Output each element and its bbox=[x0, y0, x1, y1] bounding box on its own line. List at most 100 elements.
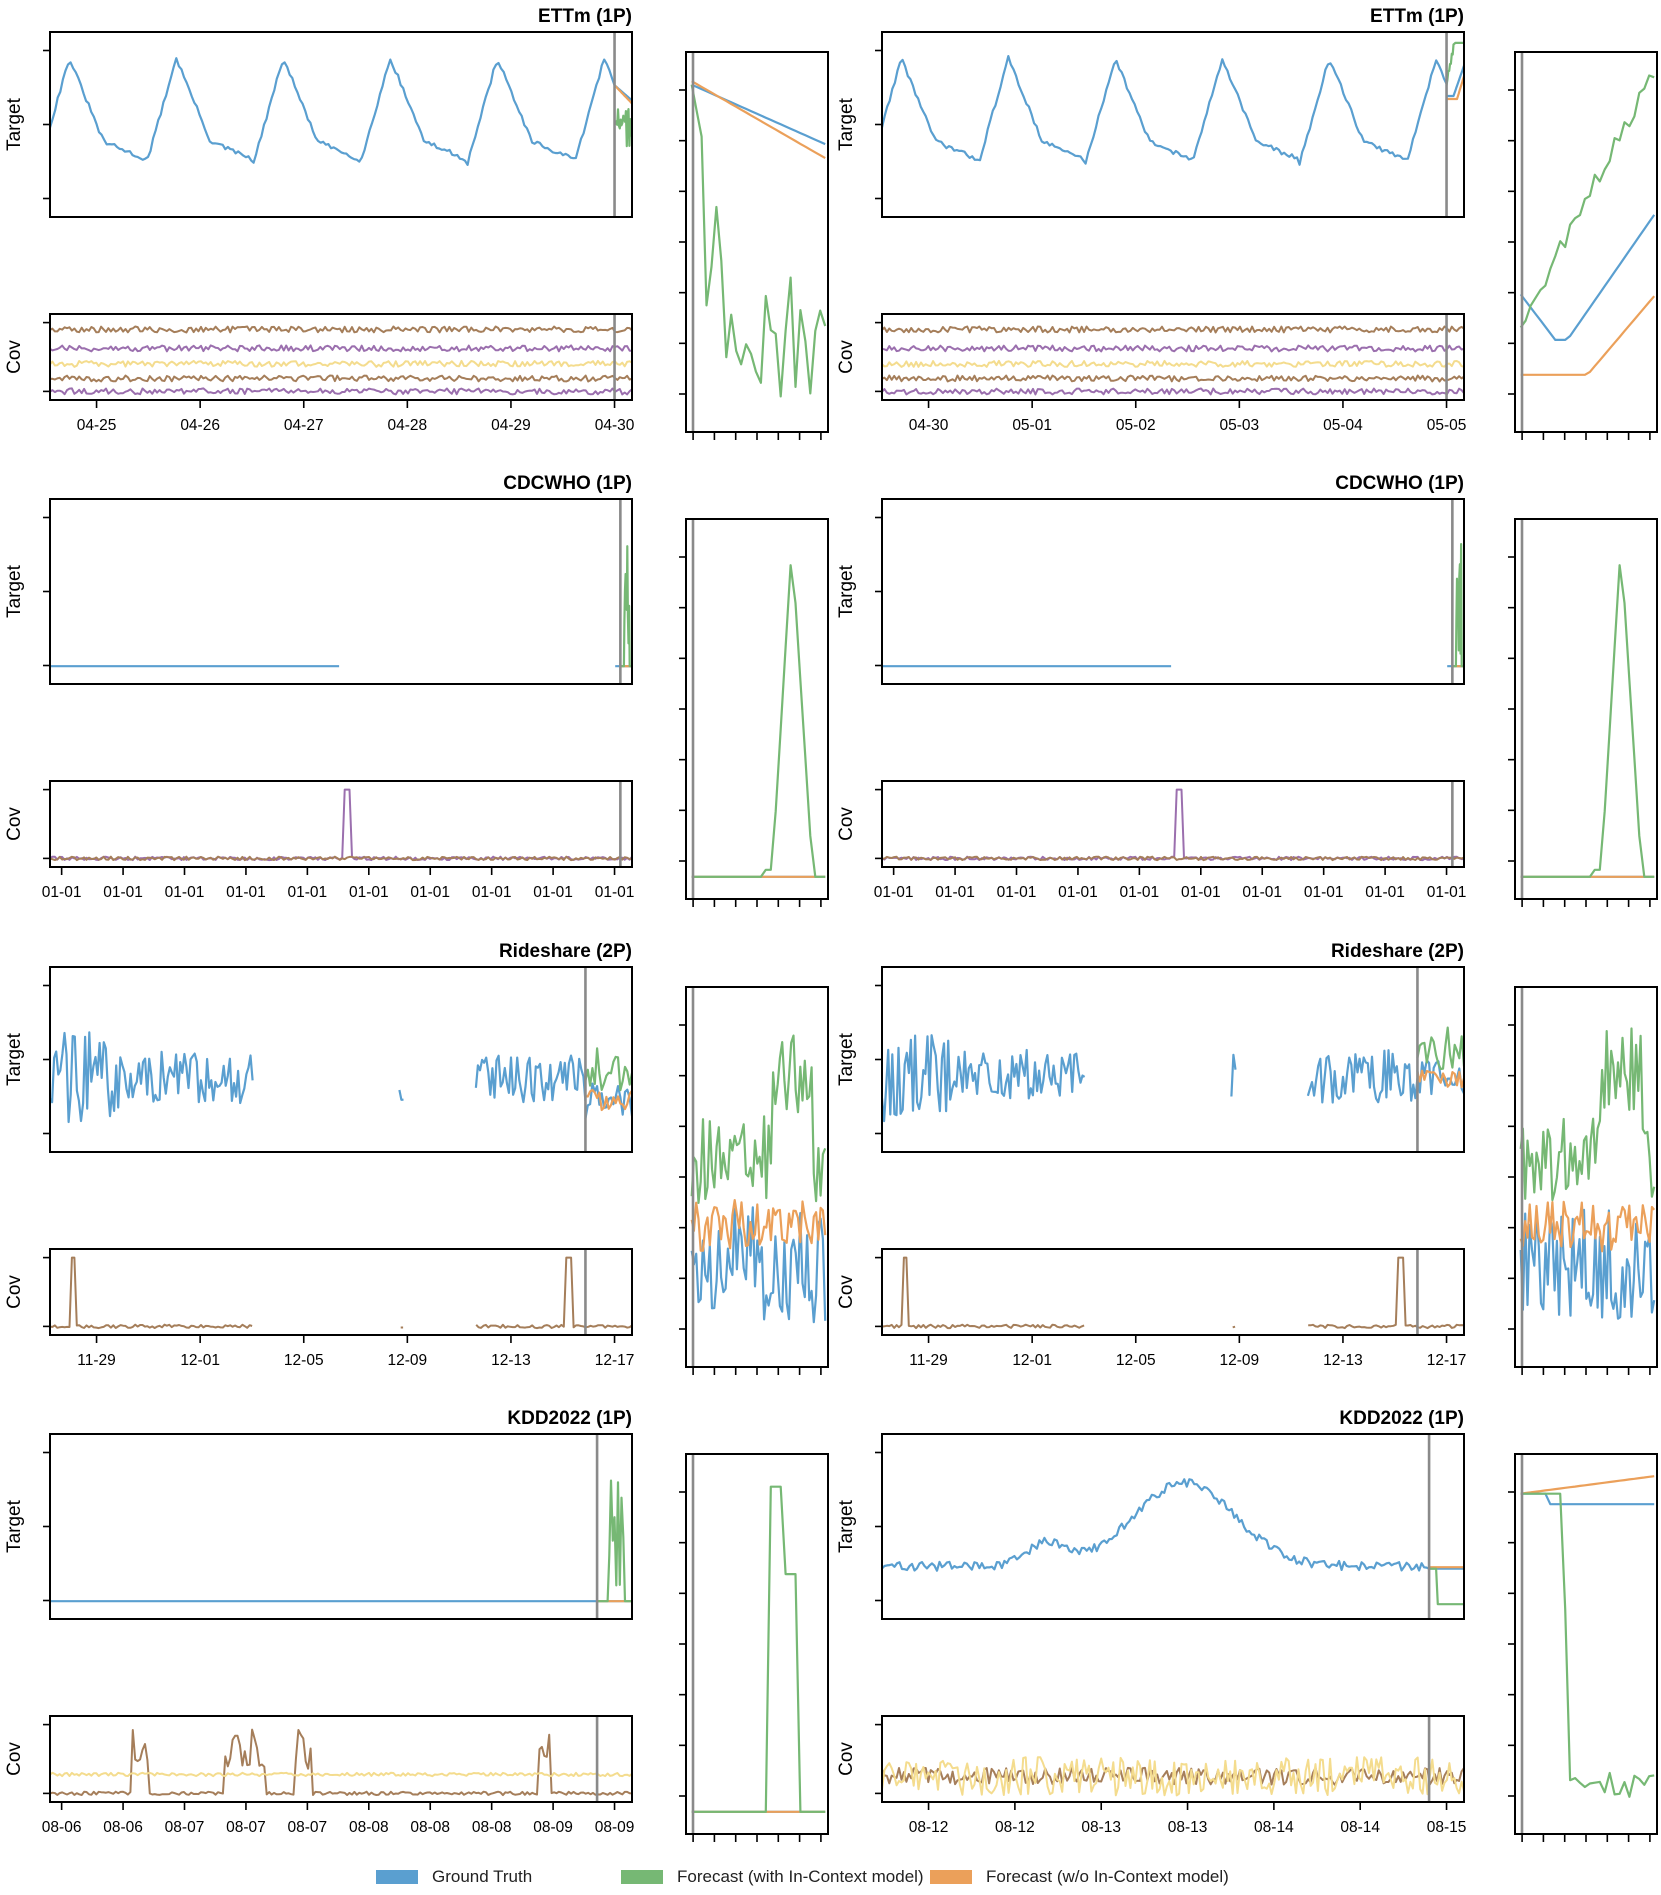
covariate-line-brown bbox=[882, 855, 1464, 862]
zoom-forecast-without-context-line bbox=[1519, 1200, 1656, 1253]
chart-kdd2022-1p--left: KDD2022 (1P) Target Cov bbox=[4, 1408, 632, 1776]
x-tick-label: 08-09 bbox=[595, 1819, 635, 1836]
ground-truth-forecast-segment bbox=[1446, 65, 1464, 98]
covariate-line-brown bbox=[50, 374, 632, 383]
chart-ettm-1p--right: ETTm (1P) Target Cov bbox=[836, 6, 1464, 374]
covariate-line-brown bbox=[882, 374, 1464, 383]
x-tick-label: 05-01 bbox=[1012, 417, 1052, 434]
chart-cdcwho-1p--left: CDCWHO (1P) Target Cov bbox=[4, 473, 632, 841]
zoom-forecast-with-context-line bbox=[691, 1485, 826, 1813]
cov-panel-frame bbox=[881, 780, 1465, 868]
x-tick-label: 08-12 bbox=[995, 1819, 1035, 1836]
x-tick-label: 12-13 bbox=[1323, 1352, 1363, 1369]
x-tick-label: 01-01 bbox=[1120, 884, 1160, 901]
forecast-with-context-line bbox=[1416, 1026, 1464, 1071]
x-tick-label: 04-30 bbox=[595, 417, 635, 434]
x-tick-label: 08-12 bbox=[909, 1819, 949, 1836]
x-tick-label: 12-01 bbox=[1012, 1352, 1052, 1369]
ground-truth-line bbox=[882, 55, 1448, 166]
target-panel-frame bbox=[881, 31, 1465, 218]
cov-axis-label: Cov bbox=[4, 340, 25, 374]
cov-axis-label: Cov bbox=[4, 1275, 25, 1309]
covariate-line-purple bbox=[882, 387, 1464, 396]
x-tick-label: 01-01 bbox=[997, 884, 1037, 901]
cov-axis-label: Cov bbox=[836, 1275, 857, 1309]
covariate-line-brown bbox=[50, 1728, 632, 1797]
chart-title: KDD2022 (1P) bbox=[1339, 1408, 1464, 1429]
legend-swatch-ground-truth bbox=[376, 1870, 418, 1884]
cov-axis-label: Cov bbox=[4, 807, 25, 841]
covariate-line-brown bbox=[50, 1256, 632, 1330]
chart-title: Rideshare (2P) bbox=[499, 941, 632, 962]
forecast-with-context-line bbox=[613, 108, 632, 148]
zoom-panel-frame bbox=[685, 1453, 829, 1835]
x-tick-label: 01-01 bbox=[595, 884, 635, 901]
forecast-with-context-line bbox=[619, 545, 632, 668]
x-tick-label: 12-05 bbox=[1116, 1352, 1156, 1369]
target-axis-label: Target bbox=[4, 97, 25, 151]
x-tick-label: 08-13 bbox=[1168, 1819, 1208, 1836]
x-tick-label: 01-01 bbox=[1058, 884, 1098, 901]
x-tick-label: 05-02 bbox=[1116, 417, 1156, 434]
zoom-ground-truth-line bbox=[690, 1206, 827, 1324]
cov-axis-label: Cov bbox=[836, 1742, 857, 1776]
x-tick-label: 08-06 bbox=[42, 1819, 82, 1836]
forecast-without-context-line bbox=[613, 84, 632, 105]
forecast-without-context-line bbox=[585, 1088, 632, 1112]
target-axis-label: Target bbox=[4, 1499, 25, 1553]
covariate-line-purple bbox=[882, 788, 1464, 862]
covariate-line-brown bbox=[882, 325, 1464, 334]
legend-label-forecast-without-context: Forecast (w/o In-Context model) bbox=[986, 1867, 1229, 1886]
x-tick-label: 08-14 bbox=[1340, 1819, 1380, 1836]
zoom-forecast-with-context-line bbox=[1519, 74, 1655, 329]
legend: Ground Truth Forecast (with In-Context m… bbox=[0, 1864, 1661, 1892]
forecast-with-context-line bbox=[1445, 41, 1464, 86]
cov-panel-frame bbox=[881, 1248, 1465, 1336]
target-panel-frame bbox=[49, 31, 633, 218]
cov-axis-label: Cov bbox=[4, 1742, 25, 1776]
ground-truth-line bbox=[50, 1031, 587, 1124]
x-tick-label: 04-28 bbox=[388, 417, 428, 434]
zoom-forecast-without-context-line bbox=[1520, 295, 1656, 376]
chart-ettm-1p--left: ETTm (1P) Target Cov bbox=[4, 6, 632, 374]
x-tick-label: 01-01 bbox=[533, 884, 573, 901]
legend-item-ground-truth: Ground Truth bbox=[376, 1866, 532, 1888]
target-panel-frame bbox=[49, 498, 633, 685]
x-tick-label: 01-01 bbox=[1365, 884, 1405, 901]
x-tick-label: 01-01 bbox=[410, 884, 450, 901]
forecast-with-context-line bbox=[1429, 1567, 1464, 1606]
zoom-forecast-with-context-line bbox=[1520, 1492, 1655, 1798]
x-tick-label: 01-01 bbox=[1181, 884, 1221, 901]
x-tick-label: 05-05 bbox=[1427, 417, 1467, 434]
forecast-with-context-line bbox=[597, 1479, 632, 1603]
forecast-without-context-line bbox=[1416, 1069, 1464, 1089]
chart-title: CDCWHO (1P) bbox=[503, 473, 632, 494]
x-tick-label: 01-01 bbox=[935, 884, 975, 901]
target-axis-label: Target bbox=[4, 1032, 25, 1086]
chart-title: Rideshare (2P) bbox=[1331, 941, 1464, 962]
target-panel-frame bbox=[881, 966, 1465, 1153]
legend-item-forecast-without-context: Forecast (w/o In-Context model) bbox=[930, 1866, 1229, 1888]
x-tick-label: 01-01 bbox=[1242, 884, 1282, 901]
x-tick-label: 11-29 bbox=[77, 1352, 116, 1369]
x-tick-label: 12-09 bbox=[1220, 1352, 1260, 1369]
x-tick-label: 01-01 bbox=[226, 884, 266, 901]
covariate-line-purple bbox=[50, 344, 632, 353]
zoom-forecast-without-context-line bbox=[690, 1199, 827, 1252]
legend-label-forecast-with-context: Forecast (with In-Context model) bbox=[677, 1867, 924, 1886]
chart-title: KDD2022 (1P) bbox=[507, 1408, 632, 1429]
cov-axis-label: Cov bbox=[836, 340, 857, 374]
chart-title: ETTm (1P) bbox=[538, 6, 632, 27]
x-tick-label: 08-09 bbox=[533, 1819, 573, 1836]
x-tick-label: 08-15 bbox=[1427, 1819, 1467, 1836]
zoom-forecast-without-context-line bbox=[691, 80, 826, 160]
x-tick-label: 12-09 bbox=[388, 1352, 428, 1369]
x-tick-label: 04-25 bbox=[77, 417, 117, 434]
x-tick-label: 08-08 bbox=[349, 1819, 389, 1836]
zoom-forecast-with-context-line bbox=[690, 1034, 827, 1204]
x-tick-label: 01-01 bbox=[165, 884, 205, 901]
forecast-with-context-line bbox=[584, 1047, 632, 1092]
x-tick-label: 08-14 bbox=[1254, 1819, 1294, 1836]
cov-axis-label: Cov bbox=[836, 807, 857, 841]
